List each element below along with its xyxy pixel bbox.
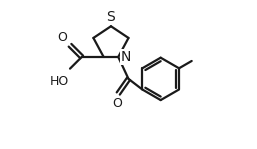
Text: O: O (57, 31, 67, 44)
Text: O: O (112, 97, 122, 110)
Text: S: S (107, 10, 115, 24)
Text: HO: HO (49, 75, 69, 88)
Text: N: N (121, 50, 131, 64)
